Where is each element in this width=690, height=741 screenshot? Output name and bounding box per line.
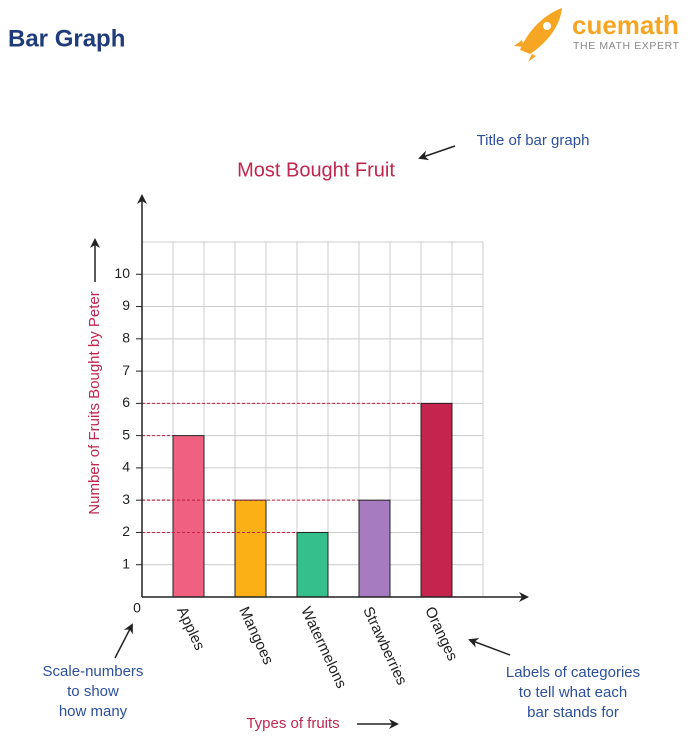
annotation: how many — [59, 703, 128, 720]
x-tick-label: Strawberries — [359, 604, 410, 687]
annotation: Labels of categories — [506, 664, 640, 681]
y-tick-label: 9 — [122, 297, 130, 313]
y-tick-label: 4 — [122, 459, 130, 475]
y-tick-label: 0 — [133, 600, 141, 616]
y-tick-label: 3 — [122, 491, 130, 507]
bar — [296, 531, 329, 598]
arrow — [418, 145, 456, 161]
y-tick-label: 7 — [122, 362, 130, 378]
annotation: to show — [67, 683, 119, 700]
chart-title: Most Bought Fruit — [237, 159, 395, 181]
arrow — [468, 638, 511, 656]
brand: cuemath — [572, 10, 679, 40]
x-tick-label: Apples — [173, 604, 208, 653]
y-tick-label: 6 — [122, 394, 130, 410]
bar — [234, 499, 267, 598]
bar — [172, 435, 205, 598]
y-tick-label: 1 — [122, 555, 130, 571]
y-tick-label: 5 — [122, 426, 130, 442]
y-tick-label: 8 — [122, 330, 130, 346]
annotation: Title of bar graph — [477, 132, 590, 149]
bar — [420, 402, 453, 598]
y-tick-label: 2 — [122, 523, 130, 539]
x-axis-label: Types of fruits — [246, 715, 339, 732]
logo-icon — [514, 8, 562, 62]
page-title: Bar Graph — [8, 25, 125, 52]
bar — [358, 499, 391, 598]
x-tick-label: Oranges — [421, 604, 461, 663]
annotation: bar stands for — [527, 704, 619, 721]
annotation: Scale-numbers — [43, 663, 144, 680]
y-axis-label: Number of Fruits Bought by Peter — [86, 291, 103, 514]
annotation: to tell what each — [519, 684, 627, 701]
x-tick-label: Watermelons — [297, 604, 350, 691]
y-tick-label: 10 — [114, 265, 130, 281]
tagline: THE MATH EXPERT — [573, 40, 680, 52]
arrow — [114, 623, 133, 659]
x-tick-label: Mangoes — [235, 604, 276, 667]
